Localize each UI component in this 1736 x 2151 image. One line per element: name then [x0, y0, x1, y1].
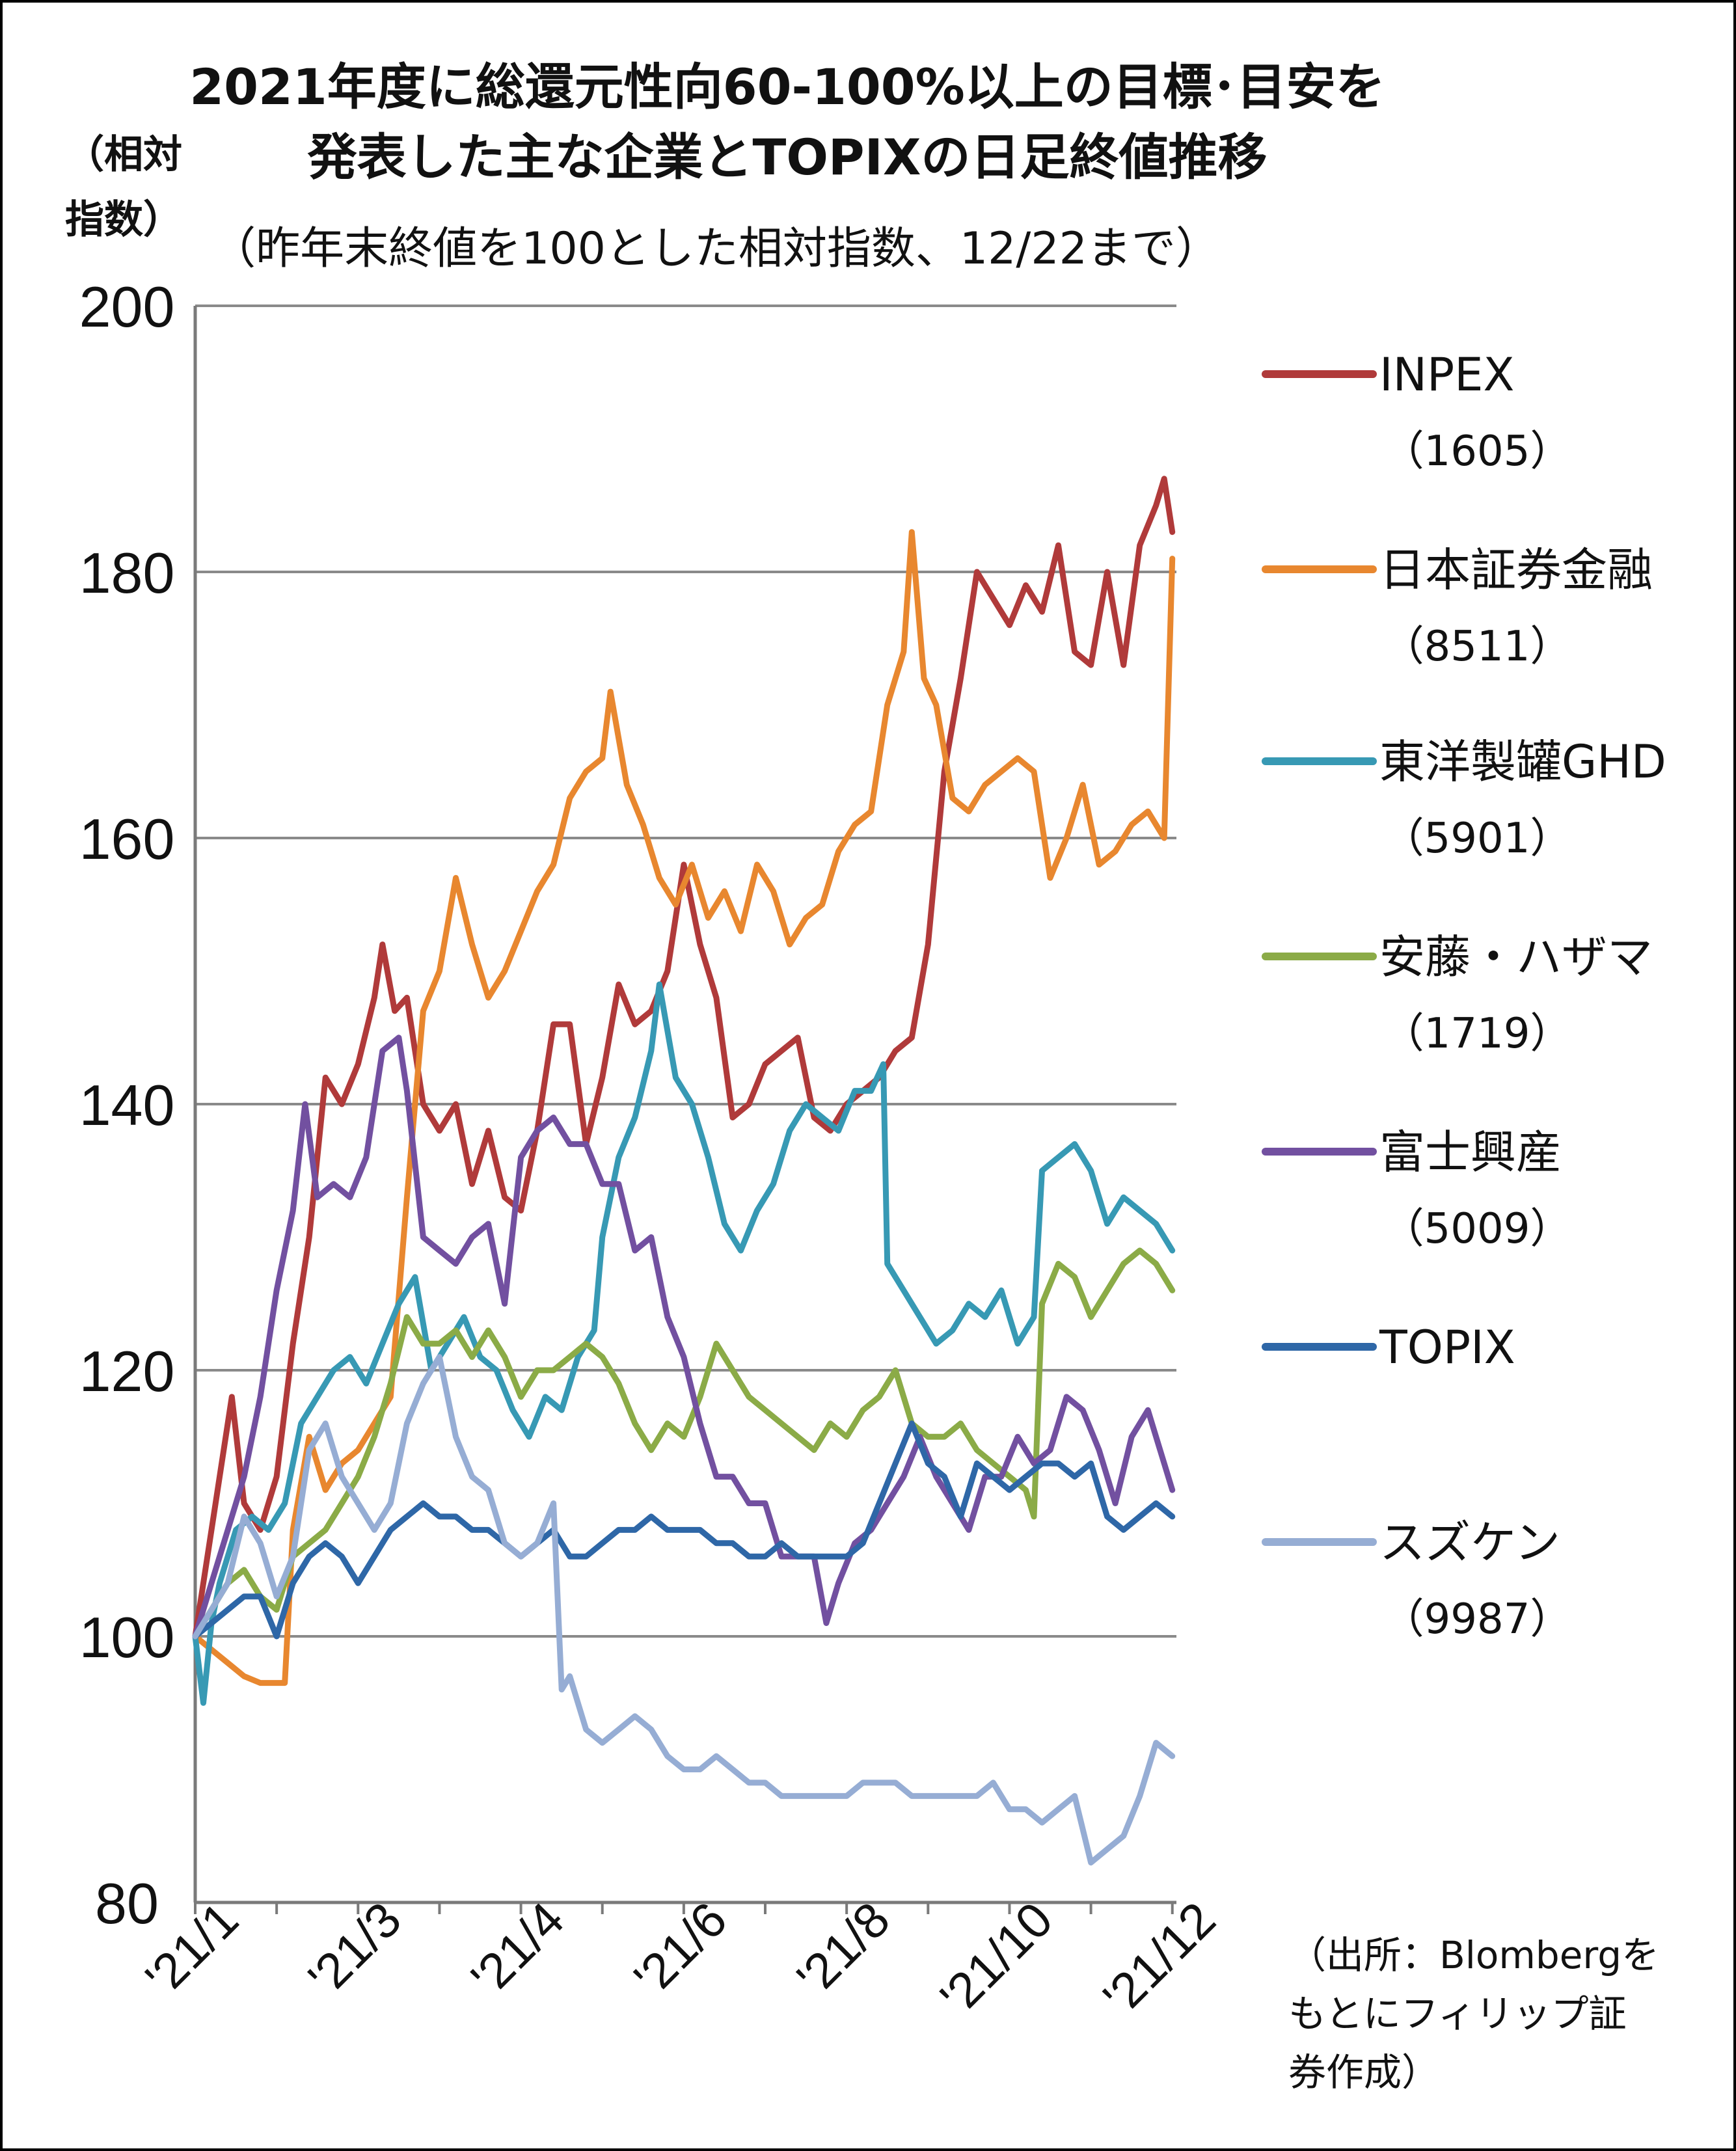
- x-tick-label: '21/8: [787, 1892, 901, 2006]
- legend-label-4: 安藤・ハザマ: [1379, 930, 1653, 984]
- y-axis-label-line-2: 指数）: [65, 197, 182, 243]
- y-tick-label: 100: [79, 1605, 175, 1670]
- legend-label-7: スズケン: [1379, 1516, 1560, 1569]
- legend-code-5: （5009）: [1383, 1205, 1572, 1253]
- x-tick-label: '21/12: [1093, 1892, 1227, 2025]
- legend-code-2: （8511）: [1383, 623, 1572, 671]
- legend-label-3: 東洋製罐GHD: [1379, 735, 1666, 789]
- series-line-2: [192, 529, 1176, 1686]
- series-line-3: [192, 981, 1176, 1706]
- legend-code-7: （9987）: [1383, 1595, 1572, 1644]
- chart-title-line-2: 発表した主な企業とTOPIXの日足終値推移: [307, 128, 1267, 186]
- series-line-7: [192, 1354, 1176, 1866]
- series-line-6: [192, 1420, 1176, 1640]
- legend-label-2: 日本証券金融: [1379, 543, 1653, 597]
- source-note-line-2: もとにフィリップ証: [1288, 1992, 1627, 2036]
- x-tick-label: '21/4: [461, 1892, 575, 2006]
- x-tick-label: '21/3: [298, 1892, 412, 2006]
- source-note-line-1: （出所：Blombergを: [1288, 1933, 1659, 1977]
- y-tick-label: 80: [95, 1871, 159, 1936]
- series-line-4: [192, 1247, 1176, 1640]
- legend-code-4: （1719）: [1383, 1010, 1572, 1058]
- legend-code-1: （1605）: [1383, 427, 1572, 476]
- legend-label-6: TOPIX: [1379, 1321, 1515, 1374]
- chart-title-line-1: 2021年度に総還元性向60-100%以上の目標･目安を: [189, 58, 1385, 116]
- x-tick-label: '21/6: [624, 1892, 738, 2006]
- legend-label-5: 富士興産: [1379, 1126, 1562, 1179]
- legend-code-3: （5901）: [1383, 815, 1572, 863]
- y-axis-label-line-1: （相対: [65, 132, 182, 178]
- y-tick-label: 140: [79, 1073, 175, 1137]
- legend-label-1: INPEX: [1379, 348, 1514, 401]
- series-line-1: [192, 476, 1176, 1640]
- x-tick-label: '21/10: [930, 1892, 1063, 2025]
- y-tick-label: 160: [79, 807, 175, 871]
- y-tick-label: 120: [79, 1339, 175, 1403]
- series-line-5: [192, 1035, 1176, 1640]
- source-note-line-3: 券作成）: [1288, 2050, 1439, 2094]
- y-tick-label: 200: [79, 275, 175, 339]
- chart-subtitle: （昨年末終値を100とした相対指数、12/22まで）: [211, 223, 1220, 275]
- y-tick-label: 180: [79, 541, 175, 605]
